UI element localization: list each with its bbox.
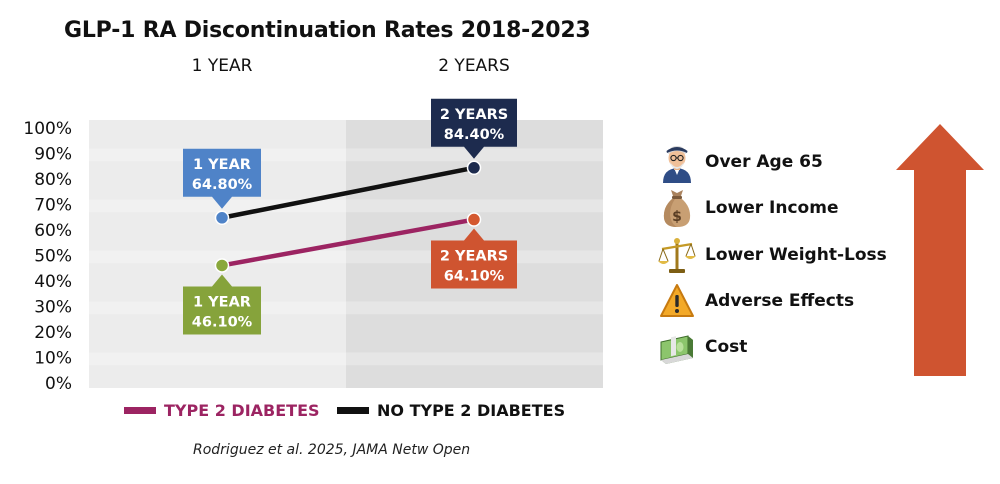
svg-text:$: $ xyxy=(672,209,682,225)
cash-stack-icon xyxy=(658,325,696,369)
grid-band xyxy=(89,148,603,162)
callout-shape xyxy=(431,98,517,159)
callout-value-label: 64.80% xyxy=(192,177,253,193)
y-tick-label: 70% xyxy=(34,196,72,216)
warning-icon xyxy=(658,279,696,323)
data-label-callout: 2 YEARS 64.10% xyxy=(431,228,517,289)
y-tick-label: 50% xyxy=(34,247,72,267)
line-chart: 0% 10% 20% 30% 40% 50% 60% 70% 80% 90% 100% 1 YEAR… xyxy=(23,98,603,394)
legend-swatch xyxy=(337,407,369,414)
factor-label: Cost xyxy=(705,337,748,357)
factor-adverse-effects: Adverse Effects xyxy=(658,279,854,323)
column-header-1-year: 1 YEAR xyxy=(191,56,253,76)
factor-label: Lower Weight-Loss xyxy=(705,245,887,265)
factor-label: Adverse Effects xyxy=(705,291,855,311)
y-tick-label: 30% xyxy=(34,298,72,318)
y-tick-label: 40% xyxy=(34,272,72,292)
chart-title: GLP-1 RA Discontinuation Rates 2018-2023 xyxy=(64,18,591,43)
legend-item-no-type-2-diabetes: NO TYPE 2 DIABETES xyxy=(337,401,565,420)
callout-value-label: 64.10% xyxy=(444,269,505,285)
factor-over-age-65: Over Age 65 xyxy=(658,140,823,184)
y-tick-label: 90% xyxy=(34,145,72,165)
data-point xyxy=(214,210,230,226)
up-arrow-icon xyxy=(896,124,984,376)
legend-swatch xyxy=(124,407,156,414)
callout-period-label: 1 YEAR xyxy=(193,157,251,173)
data-point xyxy=(466,160,482,176)
factor-label: Over Age 65 xyxy=(705,152,823,172)
factor-label: Lower Income xyxy=(705,198,839,218)
callout-shape xyxy=(183,148,261,209)
legend-item-type-2-diabetes: TYPE 2 DIABETES xyxy=(124,401,320,420)
y-tick-label: 80% xyxy=(34,170,72,190)
callout-value-label: 46.10% xyxy=(192,314,253,330)
series-line-type-2-diabetes xyxy=(219,217,477,268)
grid-band xyxy=(89,352,603,366)
grid-band xyxy=(89,250,603,264)
callout-shape xyxy=(431,228,517,289)
column-header-2-years: 2 YEARS xyxy=(438,56,510,76)
data-point xyxy=(466,212,482,227)
data-label-callout: 1 YEAR 46.10% xyxy=(183,274,261,335)
balance-scale-icon xyxy=(658,233,696,277)
y-tick-label: 0% xyxy=(45,374,72,394)
callout-period-label: 1 YEAR xyxy=(193,294,251,310)
citation: Rodriguez et al. 2025, JAMA Netw Open xyxy=(193,442,471,458)
factor-lower-income: $ Lower Income xyxy=(658,186,838,230)
elderly-person-icon xyxy=(658,140,696,184)
data-point xyxy=(214,258,230,273)
y-tick-label: 100% xyxy=(23,119,72,139)
legend-label: TYPE 2 DIABETES xyxy=(164,401,320,420)
callout-period-label: 2 YEARS xyxy=(440,107,508,123)
series-line-no-type-2-diabetes xyxy=(219,165,477,221)
grid-band xyxy=(89,301,603,315)
grid-band xyxy=(89,199,603,213)
callout-value-label: 84.40% xyxy=(444,127,505,143)
y-tick-label: 10% xyxy=(34,349,72,369)
factor-cost: Cost xyxy=(658,325,747,369)
data-label-callout: 1 YEAR 64.80% xyxy=(183,148,261,209)
money-bag-icon: $ xyxy=(658,186,696,230)
y-tick-label: 60% xyxy=(34,221,72,241)
y-tick-label: 20% xyxy=(34,323,72,343)
data-label-callout: 2 YEARS 84.40% xyxy=(431,98,517,159)
legend-label: NO TYPE 2 DIABETES xyxy=(377,401,566,420)
factor-lower-weight-loss: Lower Weight-Loss xyxy=(658,233,887,277)
callout-shape xyxy=(183,274,261,335)
callout-period-label: 2 YEARS xyxy=(440,249,508,265)
